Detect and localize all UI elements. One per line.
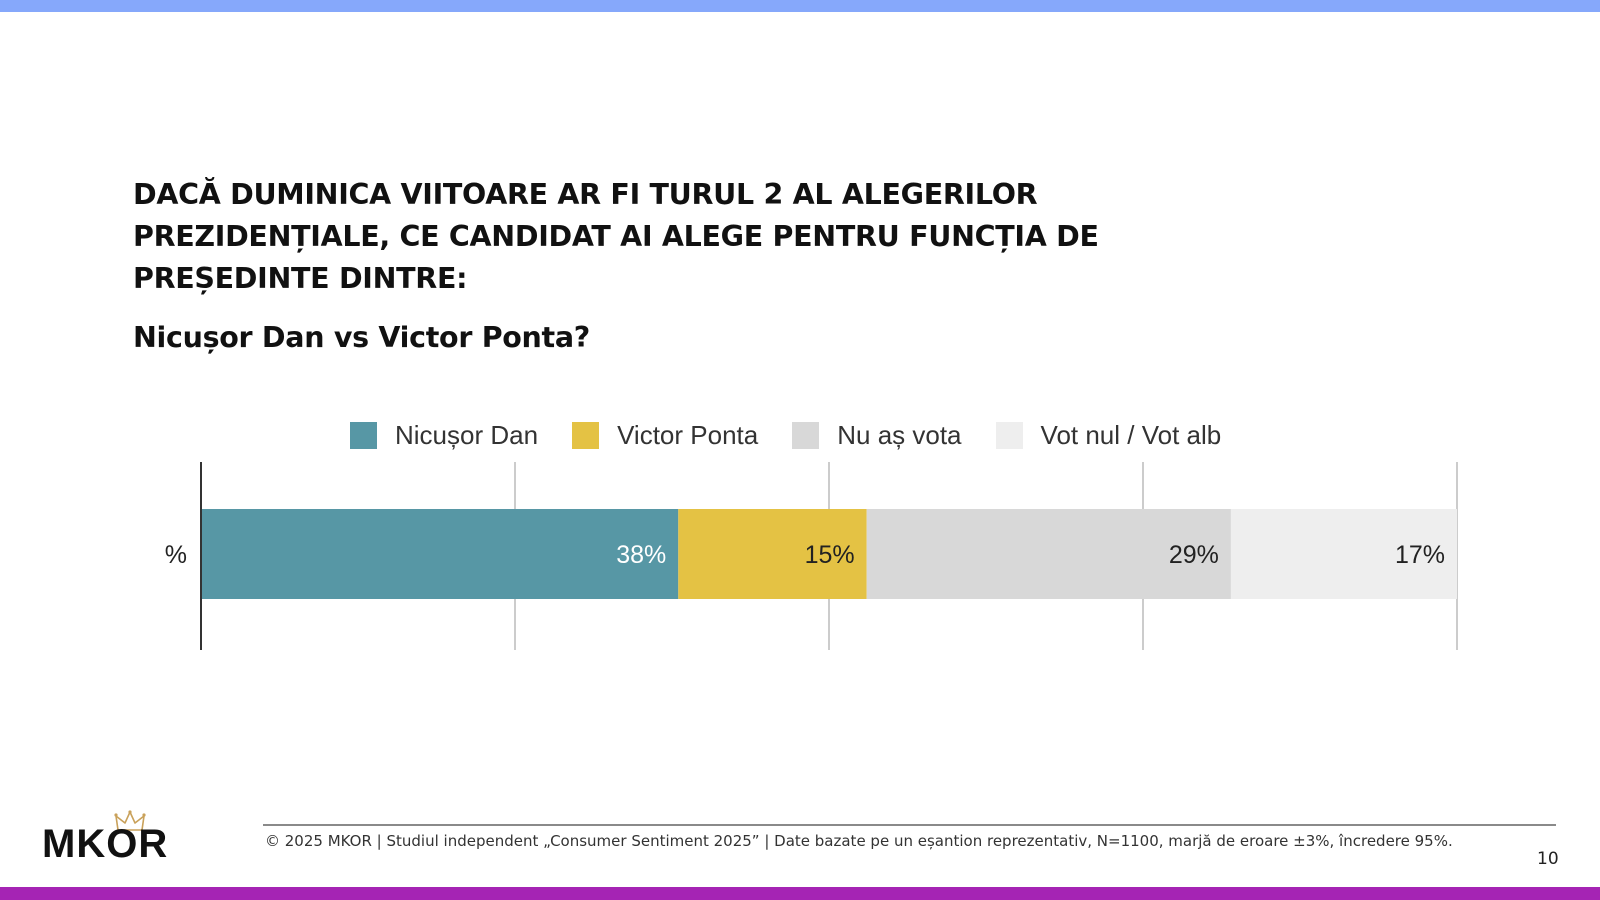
mkor-logo: MKOR	[42, 810, 192, 870]
category-label: %	[165, 541, 187, 569]
legend-item-4: Vot nul / Vot alb	[995, 419, 1222, 451]
data-label-2: 15%	[805, 541, 855, 569]
data-label-1: 38%	[616, 541, 666, 569]
legend-swatch	[792, 421, 820, 449]
legend-swatch	[995, 421, 1023, 449]
legend-label: Nu aș vota	[837, 419, 962, 450]
bar-segment-3	[866, 509, 1231, 599]
bottom-accent-bar	[0, 887, 1600, 900]
bar-segment-4	[1230, 509, 1445, 599]
footer-divider	[263, 824, 1556, 826]
legend-label: Nicușor Dan	[395, 419, 539, 450]
logo-wordmark: MKOR	[42, 822, 169, 866]
legend-item-2: Victor Ponta	[572, 420, 758, 451]
page-number: 10	[1537, 849, 1559, 869]
legend-item-1: Nicușor Dan	[350, 420, 538, 451]
legend-swatch	[572, 421, 600, 449]
legend-item-3: Nu aș vota	[792, 419, 962, 451]
question-title: DACĂ DUMINICA VIITOARE AR FI TURUL 2 AL …	[133, 178, 1099, 295]
legend-label: Vot nul / Vot alb	[1040, 419, 1222, 450]
bar-segment-remainder	[1444, 509, 1457, 599]
data-label-4: 17%	[1395, 541, 1445, 569]
data-label-3: 29%	[1169, 541, 1219, 569]
question-subtitle: Nicușor Dan vs Victor Ponta?	[133, 321, 591, 354]
bar-segment-1	[201, 509, 679, 599]
top-accent-bar	[0, 0, 1600, 12]
bar-segment-2	[678, 509, 867, 599]
legend-swatch	[350, 421, 377, 449]
footer-source-note: © 2025 MKOR | Studiul independent „Consu…	[265, 832, 1453, 850]
chart-legend: Nicușor Dan Victor Ponta Nu aș vota Vot nul…	[350, 416, 1255, 454]
crown-icon	[114, 810, 146, 831]
legend-label: Victor Ponta	[617, 419, 759, 450]
